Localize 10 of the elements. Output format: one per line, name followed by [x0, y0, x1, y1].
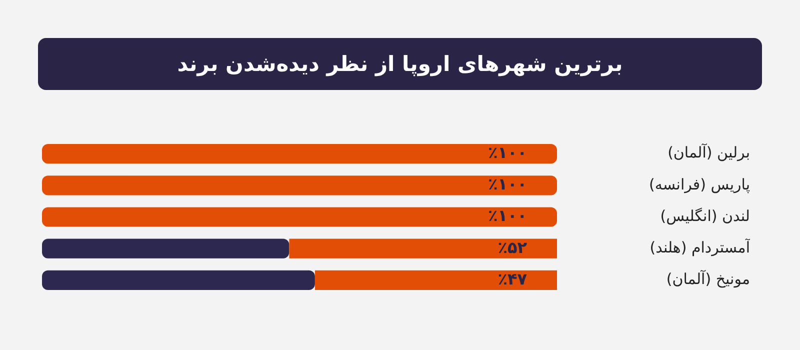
chart-title: برترین شهرهای اروپا از نظر دیده‌شدن برند: [38, 38, 762, 90]
data-label: ٪۴۷: [498, 269, 528, 288]
data-label: ٪۱۰۰: [488, 206, 527, 226]
data-label: ٪۱۰۰: [488, 142, 527, 162]
data-label: ٪۵۲: [498, 238, 528, 257]
y-tick-label: مونیخ (آلمان): [666, 269, 750, 288]
y-tick-label: لندن (انگلیس): [660, 206, 750, 225]
y-tick-label: پاریس (فرانسه): [649, 175, 750, 194]
data-label: ٪۱۰۰: [488, 174, 527, 194]
y-tick-label: برلین (آلمان): [668, 142, 750, 162]
